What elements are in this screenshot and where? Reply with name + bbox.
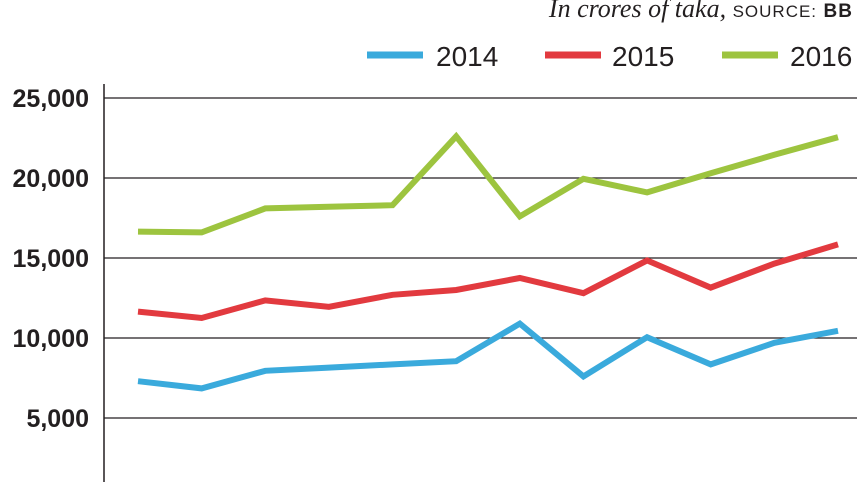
y-tick-label: 5,000 <box>26 405 89 433</box>
y-axis-ticks: 5,000 10,000 15,000 20,000 25,000 <box>13 85 89 433</box>
legend-label-2014: 2014 <box>436 41 498 72</box>
series-line-2014 <box>137 319 839 392</box>
legend-label-2016: 2016 <box>790 41 852 72</box>
unit-text: In crores of taka, <box>548 0 727 23</box>
grid <box>104 97 857 419</box>
header-note: In crores of taka, SOURCE: BB <box>549 0 853 24</box>
series-line-2015 <box>137 241 839 322</box>
legend: 2014 2015 2016 <box>367 41 852 72</box>
y-tick-label: 15,000 <box>13 245 89 273</box>
y-tick-label: 25,000 <box>13 85 89 113</box>
source-label: SOURCE: <box>732 2 818 21</box>
source-value: BB <box>823 1 853 22</box>
series-group <box>137 131 839 392</box>
series-line-2016 <box>137 131 839 236</box>
y-tick-label: 20,000 <box>13 165 89 193</box>
legend-label-2015: 2015 <box>612 41 674 72</box>
y-tick-label: 10,000 <box>13 325 89 353</box>
